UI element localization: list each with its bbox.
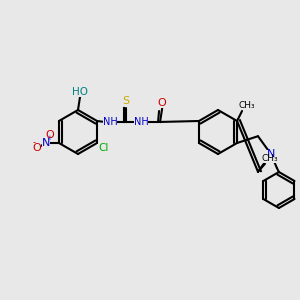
Text: CH₃: CH₃ [262,154,278,163]
FancyBboxPatch shape [240,101,254,109]
FancyBboxPatch shape [72,88,88,97]
FancyBboxPatch shape [97,143,111,152]
Text: O: O [158,98,167,108]
Text: N: N [267,149,275,159]
FancyBboxPatch shape [42,139,50,147]
Text: Cl: Cl [99,143,109,153]
Text: HO: HO [72,87,88,97]
Text: O: O [46,130,54,140]
Text: +: + [46,135,52,141]
FancyBboxPatch shape [158,98,166,107]
FancyBboxPatch shape [121,97,131,106]
Text: N: N [42,138,50,148]
FancyBboxPatch shape [46,131,54,139]
Text: NH: NH [134,117,148,127]
FancyBboxPatch shape [33,144,41,152]
Text: CH₃: CH₃ [239,100,255,109]
FancyBboxPatch shape [103,118,117,127]
Text: S: S [122,96,130,106]
Text: NH: NH [103,117,117,127]
Text: -: - [32,139,35,148]
Text: O: O [33,143,41,153]
FancyBboxPatch shape [134,118,148,127]
FancyBboxPatch shape [266,150,275,158]
FancyBboxPatch shape [263,155,277,163]
